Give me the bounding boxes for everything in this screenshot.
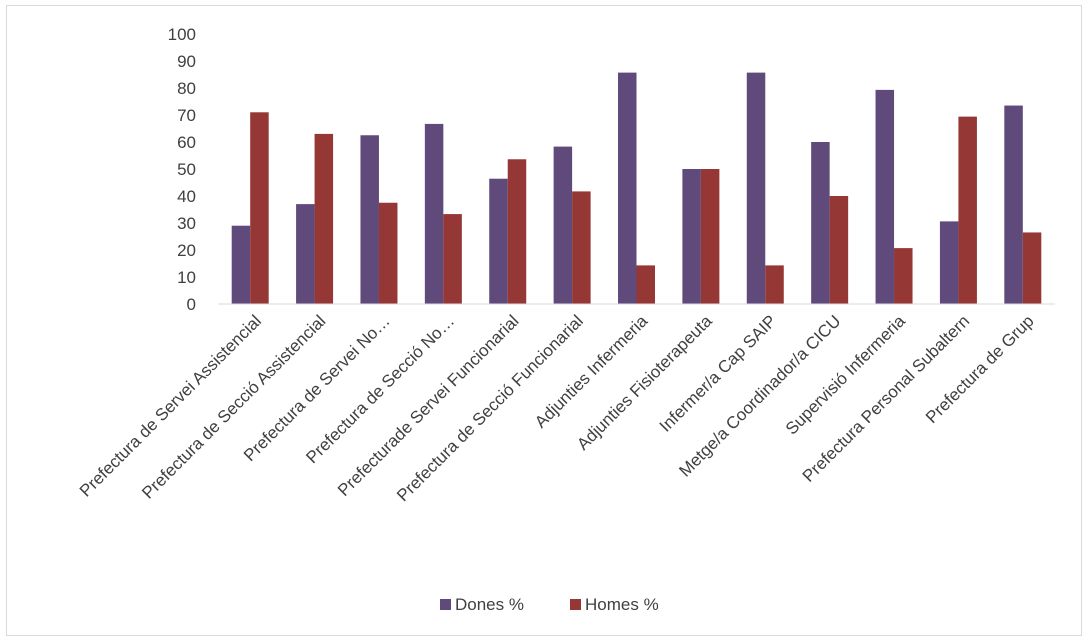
y-tick-label: 90 xyxy=(177,52,196,71)
bar-homes xyxy=(378,202,398,304)
bar-dones xyxy=(296,204,315,304)
bar-dones xyxy=(811,142,830,304)
bar-dones xyxy=(875,89,895,304)
bar-homes xyxy=(250,112,269,304)
category-label: Prefectura de Grup xyxy=(922,311,1038,427)
y-tick-label: 80 xyxy=(177,79,196,98)
category-label: Infermer/a Cap SAIP xyxy=(656,311,780,435)
bar-dones xyxy=(231,225,251,304)
bar-dones xyxy=(939,221,959,304)
bar-dones xyxy=(1004,105,1023,304)
legend-label: Homes % xyxy=(585,595,659,614)
y-tick-label: 100 xyxy=(168,25,196,44)
bars xyxy=(231,72,1042,305)
bar-dones xyxy=(618,72,637,304)
y-tick-label: 60 xyxy=(177,133,196,152)
bar-homes xyxy=(1022,232,1042,304)
bar-dones xyxy=(682,169,701,304)
y-tick-label: 0 xyxy=(187,295,196,314)
bar-homes xyxy=(894,248,913,304)
bar-homes xyxy=(314,133,334,304)
category-labels: Prefectura de Servei AssistencialPrefect… xyxy=(76,311,1038,505)
category-label: Supervisió Infermeria xyxy=(782,311,909,438)
y-tick-label: 70 xyxy=(177,106,196,125)
bar-homes xyxy=(443,214,462,304)
chart-frame xyxy=(6,5,1082,636)
bar-homes xyxy=(507,159,527,304)
legend-swatch xyxy=(440,599,451,610)
bar-homes xyxy=(958,116,977,305)
bar-homes xyxy=(700,169,720,304)
y-axis-ticks: 0 10 20 30 40 50 60 70 80 90 100 xyxy=(168,25,196,314)
y-tick-label: 30 xyxy=(177,214,196,233)
bar-homes xyxy=(829,196,849,304)
bar-homes xyxy=(765,265,784,304)
category-label: Adjunties Infermeria xyxy=(531,311,652,432)
y-tick-label: 20 xyxy=(177,241,196,260)
bar-dones xyxy=(424,123,444,304)
legend-label: Dones % xyxy=(455,595,524,614)
y-tick-label: 40 xyxy=(177,187,196,206)
legend: Dones % Homes % xyxy=(440,595,659,614)
bar-dones xyxy=(553,146,573,304)
legend-swatch xyxy=(570,599,581,610)
bar-dones xyxy=(746,72,766,304)
bar-homes xyxy=(636,265,655,304)
bar-homes xyxy=(572,191,591,304)
bar-dones xyxy=(360,135,379,304)
bar-dones xyxy=(489,178,508,304)
y-tick-label: 10 xyxy=(177,268,196,287)
y-tick-label: 50 xyxy=(177,160,196,179)
